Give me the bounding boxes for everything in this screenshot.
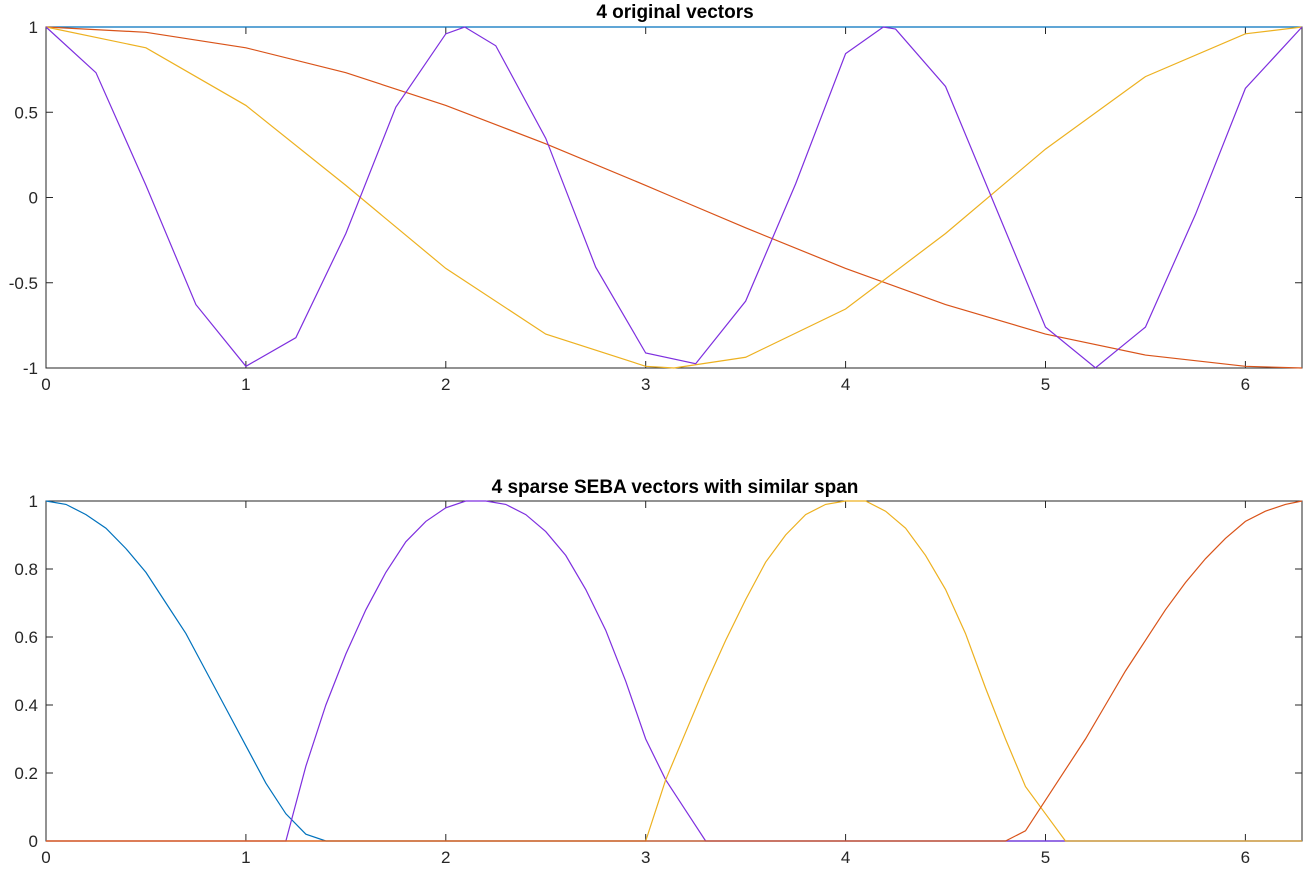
top-plot-y-tick-label: -0.5 xyxy=(9,274,38,293)
bottom-plot-series-line-1 xyxy=(45,500,1302,842)
bottom-plot-x-tick-label: 5 xyxy=(1041,848,1050,867)
bottom-plot-y-tick-label: 1 xyxy=(29,492,38,511)
top-plot-title: 4 original vectors xyxy=(596,2,753,23)
top-plot-y-tick-label: 0 xyxy=(29,189,38,208)
bottom-plot-x-tick-label: 3 xyxy=(641,848,650,867)
bottom-plot-x-tick-label: 1 xyxy=(241,848,250,867)
top-plot-x-tick-label: 1 xyxy=(241,375,250,394)
top-plot-x-tick-label: 2 xyxy=(441,375,450,394)
top-plot-series xyxy=(45,26,1303,369)
bottom-plot-series-line-3 xyxy=(46,500,1302,842)
bottom-plot-axes-box xyxy=(45,500,1303,842)
bottom-plot-y-tick-label: 0 xyxy=(29,832,38,851)
top-plot-x-tick-label: 5 xyxy=(1041,375,1050,394)
top-plot: 4 original vectors 0 1 2 3 4 5 6 -1 -0.5 0 0.5 1 xyxy=(9,2,1303,394)
bottom-plot-x-tick-label: 0 xyxy=(41,848,50,867)
bottom-plot-y-tick-label: 0.8 xyxy=(14,560,38,579)
top-plot-series-line-2 xyxy=(45,26,1303,369)
top-plot-x-tick-label: 4 xyxy=(841,375,850,394)
bottom-plot-title: 4 sparse SEBA vectors with similar span xyxy=(492,477,859,498)
bottom-plot-y-tick-label: 0.4 xyxy=(14,696,38,715)
bottom-plot-ticks: 0 1 2 3 4 5 6 0 0.2 0.4 0.6 0.8 1 xyxy=(14,492,1302,867)
bottom-plot-y-tick-label: 0.6 xyxy=(14,628,38,647)
bottom-plot-x-tick-label: 6 xyxy=(1241,848,1250,867)
top-plot-series-line-3 xyxy=(45,26,1303,369)
top-plot-ticks: 0 1 2 3 4 5 6 -1 -0.5 0 0.5 1 xyxy=(9,18,1302,394)
bottom-plot-series-line-2 xyxy=(46,500,1302,842)
bottom-plot-series xyxy=(45,500,1303,842)
bottom-plot: 4 sparse SEBA vectors with similar span … xyxy=(14,477,1303,867)
top-plot-y-tick-label: 1 xyxy=(29,18,38,37)
bottom-plot-y-tick-label: 0.2 xyxy=(14,764,38,783)
bottom-plot-series-line-4 xyxy=(46,500,1303,842)
top-plot-x-tick-label: 3 xyxy=(641,375,650,394)
top-plot-x-tick-label: 6 xyxy=(1241,375,1250,394)
bottom-plot-x-tick-label: 4 xyxy=(841,848,850,867)
top-plot-y-tick-label: -1 xyxy=(23,359,38,378)
top-plot-x-tick-label: 0 xyxy=(41,375,50,394)
top-plot-y-tick-label: 0.5 xyxy=(14,103,38,122)
top-plot-series-line-4 xyxy=(45,26,1303,369)
bottom-plot-x-tick-label: 2 xyxy=(441,848,450,867)
